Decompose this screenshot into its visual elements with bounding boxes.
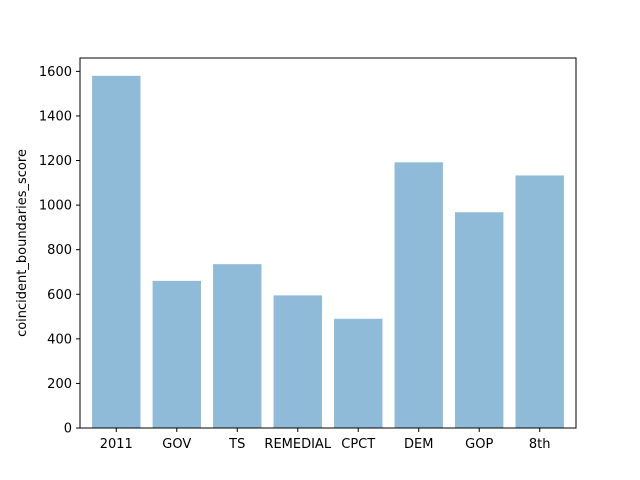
x-tick-label: CPCT [341,437,375,452]
y-axis-label: coincident_boundaries_score [15,149,30,337]
y-tick-label: 1600 [39,65,72,80]
y-tick-label: 0 [64,422,72,437]
bar-ts [213,264,262,428]
x-tick-label: GOP [465,437,493,452]
bars-group [92,75,564,428]
x-tick-label: 8th [529,437,551,452]
y-axis: 0 200 400 600 800 1000 1200 1400 1600 [39,65,80,437]
bar-remedial [273,295,322,428]
y-tick-label: 1000 [39,199,72,214]
y-tick-label: 800 [47,243,72,258]
bar-gov [152,280,201,428]
x-tick-label: GOV [162,437,191,452]
bar-8th [515,175,564,428]
y-tick-label: 1400 [39,109,72,124]
x-tick-label: DEM [404,437,433,452]
y-tick-label: 600 [47,288,72,303]
x-tick-label: REMEDIAL [264,437,331,452]
bar-cpct [334,318,383,428]
y-tick-label: 1200 [39,154,72,169]
x-tick-label: 2011 [100,437,133,452]
bar-2011 [92,75,141,428]
plot-frame [79,57,577,429]
bar-gop [455,212,504,428]
bar-dem [394,162,443,428]
y-tick-label: 200 [47,377,72,392]
x-tick-label: TS [228,437,245,452]
x-axis: 2011 GOV TS REMEDIAL CPCT DEM GOP 8th [100,428,551,452]
y-tick-label: 400 [47,332,72,347]
